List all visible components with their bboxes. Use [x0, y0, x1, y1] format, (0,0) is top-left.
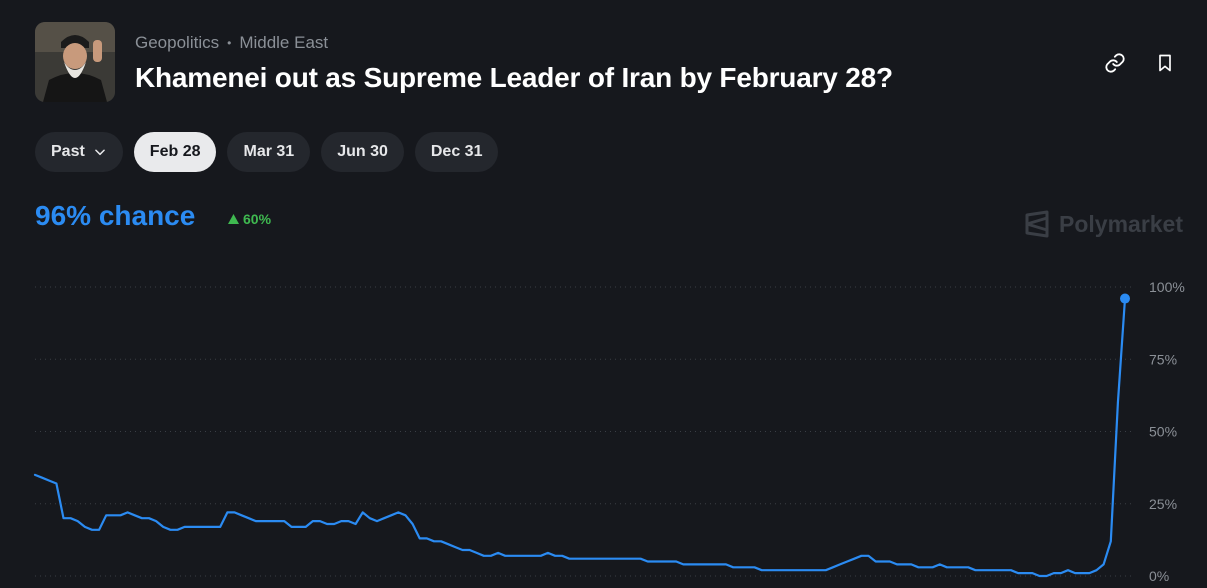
probability-line — [33, 297, 1127, 578]
tab-mar-31[interactable]: Mar 31 — [227, 132, 311, 172]
market-avatar — [35, 22, 115, 102]
chevron-down-icon — [94, 149, 105, 156]
page-title: Khamenei out as Supreme Leader of Iran b… — [135, 62, 893, 93]
polymarket-logo-icon — [1025, 210, 1049, 238]
y-tick-label: 50% — [1149, 424, 1177, 440]
tab-past-label: Past — [51, 143, 85, 160]
tab-label: Dec 31 — [430, 143, 483, 160]
y-tick-label: 25% — [1149, 496, 1177, 512]
breadcrumb-subcategory[interactable]: Middle East — [239, 33, 329, 52]
latest-point — [1120, 293, 1130, 304]
polymarket-wordmark: Polymarket — [1059, 210, 1184, 237]
link-icon — [1105, 53, 1125, 73]
tab-label: Jun 30 — [337, 143, 388, 160]
bookmark-icon — [1159, 54, 1171, 72]
triangle-up-icon — [228, 214, 239, 224]
y-tick-label: 100% — [1149, 279, 1185, 295]
date-tabs: Past Feb 28 Mar 31 Jun 30 Dec 31 — [35, 132, 499, 172]
chance-value: 96% chance — [35, 200, 196, 231]
breadcrumb: Geopolitics • Middle East — [135, 33, 328, 53]
chance-delta: 60% — [228, 211, 271, 227]
chance-delta-value: 60% — [243, 211, 272, 227]
breadcrumb-separator: • — [227, 36, 232, 50]
y-tick-label: 75% — [1149, 351, 1177, 367]
tab-feb-28[interactable]: Feb 28 — [133, 132, 217, 172]
copy-link-button[interactable] — [1100, 48, 1130, 78]
tab-past[interactable]: Past — [35, 132, 123, 172]
tab-label: Mar 31 — [243, 143, 295, 160]
breadcrumb-category[interactable]: Geopolitics — [135, 33, 220, 52]
tab-jun-30[interactable]: Jun 30 — [321, 132, 404, 172]
tab-label: Feb 28 — [149, 143, 201, 160]
polymarket-watermark: Polymarket — [1024, 210, 1183, 238]
bookmark-button[interactable] — [1150, 48, 1180, 78]
y-tick-label: 0% — [1149, 568, 1169, 584]
tab-dec-31[interactable]: Dec 31 — [414, 132, 499, 172]
